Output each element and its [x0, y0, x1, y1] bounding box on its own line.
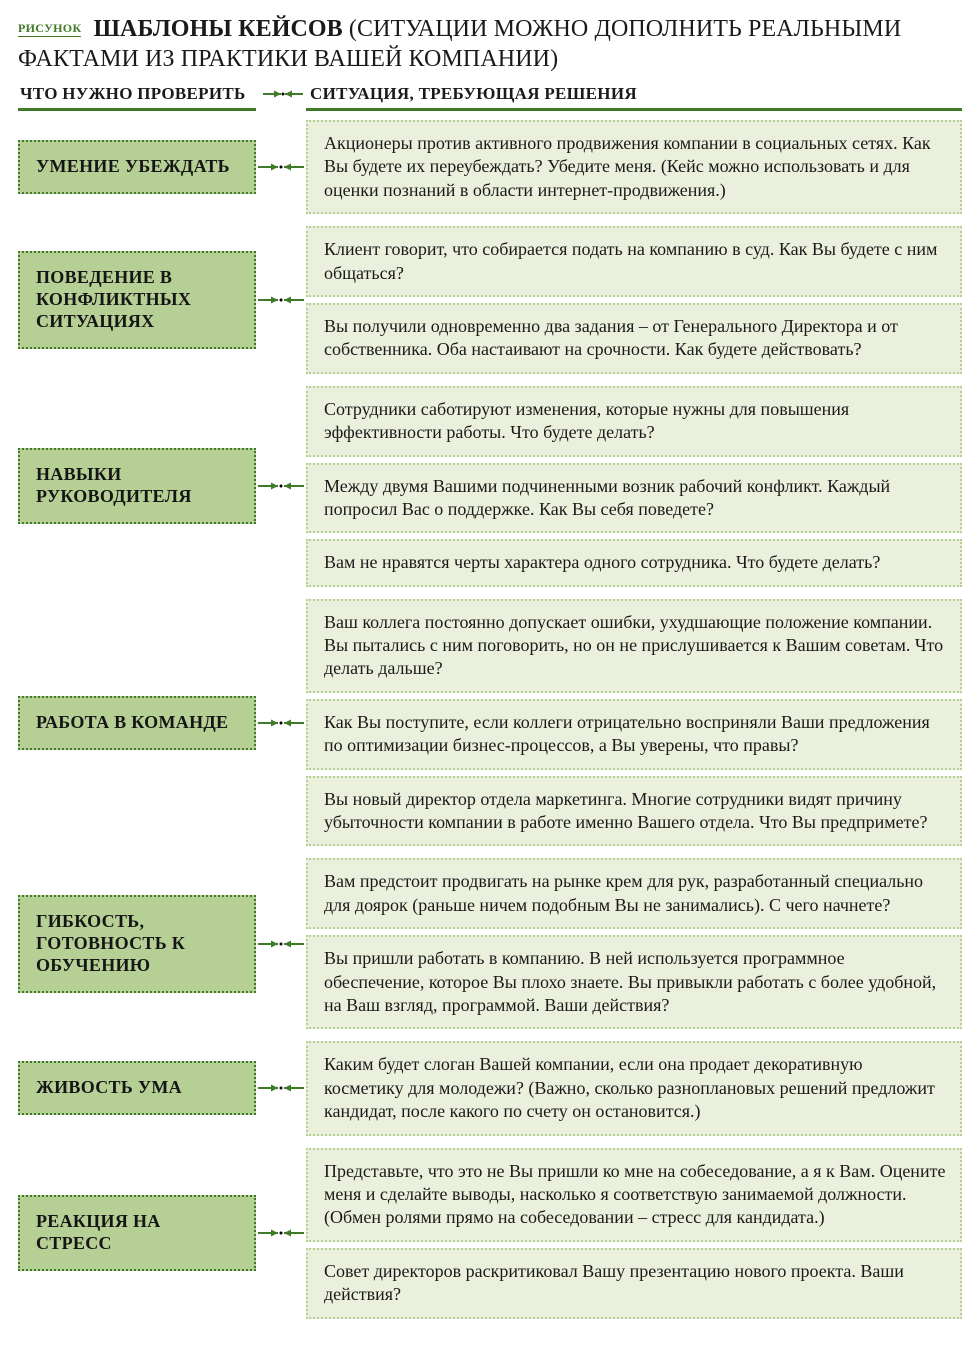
skill-pill: ГИБКОСТЬ, ГОТОВНОСТЬ К ОБУЧЕНИЮ — [18, 895, 256, 993]
table-row: РАБОТА В КОМАНДЕ Ваш коллега постоянно до… — [18, 599, 962, 847]
case-cell: Представьте, что это не Вы пришли ко мне… — [306, 1148, 962, 1242]
case-cell: Акционеры против активного продвижения к… — [306, 120, 962, 214]
row-connector — [256, 1148, 306, 1319]
case-cell: Между двумя Вашими подчиненными возник р… — [306, 463, 962, 534]
case-cell: Вы получили одновременно два задания – о… — [306, 303, 962, 374]
figure-title: РИСУНОК ШАБЛОНЫ КЕЙСОВ (СИТУАЦИИ МОЖНО Д… — [18, 14, 962, 74]
header-right: СИТУАЦИЯ, ТРЕБУЮЩАЯ РЕШЕНИЯ — [308, 84, 962, 104]
case-cell: Сотрудники саботируют изменения, которые… — [306, 386, 962, 457]
case-cell: Вы пришли работать в компанию. В ней исп… — [306, 935, 962, 1029]
figure-title-bold: ШАБЛОНЫ КЕЙСОВ — [94, 16, 343, 42]
table-row: РЕАКЦИЯ НА СТРЕСС Представьте, что это не… — [18, 1148, 962, 1319]
header-left: ЧТО НУЖНО ПРОВЕРИТЬ — [18, 84, 258, 104]
case-cell: Как Вы поступите, если коллеги отрицател… — [306, 699, 962, 770]
arrow-connector-icon — [256, 1081, 306, 1095]
case-cell: Совет директоров раскритиковал Вашу през… — [306, 1248, 962, 1319]
skill-pill: ПОВЕДЕНИЕ В КОНФЛИКТ­НЫХ СИТУАЦИЯХ — [18, 251, 256, 349]
column-headers: ЧТО НУЖНО ПРОВЕРИТЬ СИТУАЦИЯ, ТРЕБУЮЩАЯ … — [18, 84, 962, 104]
arrow-connector-icon — [261, 87, 305, 101]
case-cell: Каким будет слоган Вашей компании, если … — [306, 1041, 962, 1135]
case-cell: Вам не нравятся черты характера одного с… — [306, 539, 962, 586]
arrow-connector-icon — [256, 160, 306, 174]
figure-kicker: РИСУНОК — [18, 21, 81, 37]
header-connector — [258, 87, 308, 101]
row-connector — [256, 858, 306, 1029]
case-cell: Клиент говорит, что собирается подать на… — [306, 226, 962, 297]
case-cell: Вам предстоит продвигать на рынке крем д… — [306, 858, 962, 929]
skill-pill: РЕАКЦИЯ НА СТРЕСС — [18, 1195, 256, 1271]
arrow-connector-icon — [256, 293, 306, 307]
row-connector — [256, 226, 306, 374]
table-row: ЖИВОСТЬ УМА Каким будет слоган Вашей комп… — [18, 1041, 962, 1135]
table-row: НАВЫКИ РУКОВОДИТЕЛЯ Сотрудники саботируют… — [18, 386, 962, 587]
arrow-connector-icon — [256, 937, 306, 951]
row-connector — [256, 386, 306, 587]
rows-container: УМЕНИЕ УБЕЖДАТЬ Акционеры против активног… — [18, 120, 962, 1319]
row-connector — [256, 120, 306, 214]
arrow-connector-icon — [256, 479, 306, 493]
case-cell: Ваш коллега постоянно допускает ошибки, … — [306, 599, 962, 693]
arrow-connector-icon — [256, 716, 306, 730]
row-connector — [256, 1041, 306, 1135]
skill-pill: ЖИВОСТЬ УМА — [18, 1061, 256, 1115]
header-rule — [18, 104, 962, 114]
case-cell: Вы новый директор отдела маркетинга. Мно… — [306, 776, 962, 847]
skill-pill: РАБОТА В КОМАНДЕ — [18, 696, 256, 750]
skill-pill: НАВЫКИ РУКОВОДИТЕЛЯ — [18, 448, 256, 524]
arrow-connector-icon — [256, 1226, 306, 1240]
skill-pill: УМЕНИЕ УБЕЖДАТЬ — [18, 140, 256, 194]
row-connector — [256, 599, 306, 847]
table-row: ПОВЕДЕНИЕ В КОНФЛИКТ­НЫХ СИТУАЦИЯХ Клиент… — [18, 226, 962, 374]
table-row: УМЕНИЕ УБЕЖДАТЬ Акционеры против активног… — [18, 120, 962, 214]
table-row: ГИБКОСТЬ, ГОТОВНОСТЬ К ОБУЧЕНИЮ Вам предс… — [18, 858, 962, 1029]
